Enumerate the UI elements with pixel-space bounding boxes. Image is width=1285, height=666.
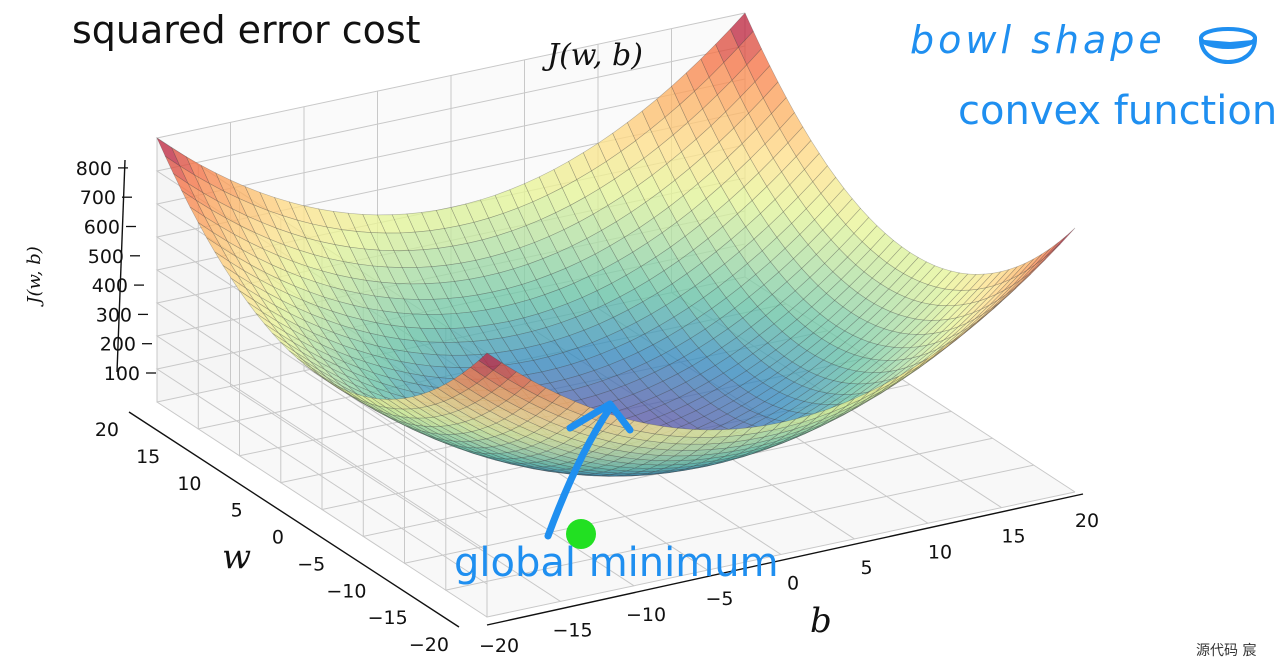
w-tick-label: −5: [297, 553, 325, 575]
b-tick-label: 0: [787, 573, 799, 595]
b-tick-label: −10: [626, 604, 666, 626]
w-tick-label: −20: [409, 634, 449, 656]
surface-cell: [820, 176, 845, 205]
surface-cell: [903, 257, 927, 279]
b-axis-line: [486, 493, 1084, 626]
surface-cell: [1035, 242, 1059, 265]
axes: [116, 159, 1084, 628]
surface-cell: [845, 207, 870, 234]
z-tick-label: 400: [92, 275, 128, 297]
surface-cell: [787, 126, 812, 157]
w-tick-label: 10: [177, 473, 201, 495]
b-tick-label: −15: [552, 619, 592, 641]
surface-cell: [804, 152, 828, 183]
surface-cell: [935, 270, 961, 290]
b-tick-label: −5: [705, 588, 733, 610]
w-tick-label: −15: [368, 607, 408, 629]
surface-cell: [754, 65, 779, 99]
surface-cell: [837, 198, 861, 225]
watermark: 源代码 宸: [1196, 643, 1257, 659]
surface-cell: [886, 246, 911, 269]
surface-cell: [994, 266, 1018, 286]
z-tick-label: 500: [88, 246, 124, 268]
surface-cell: [952, 273, 977, 291]
arrow-icon: [544, 400, 634, 540]
surface-cell: [861, 225, 886, 250]
surface-cell: [828, 187, 853, 216]
z-axis-label: J(w, b): [24, 246, 45, 308]
surface-cell: [927, 268, 952, 288]
w-axis-label: w: [222, 537, 251, 577]
surface-cell: [1018, 253, 1043, 276]
surface-mesh: [156, 12, 1076, 477]
surface-cell: [729, 12, 754, 48]
surface-cell: [911, 261, 936, 282]
surface-cell: [968, 272, 994, 291]
z-axis-line: [116, 159, 126, 373]
surface-cell: [771, 97, 795, 130]
b-tick-label: 15: [1001, 526, 1025, 548]
tick-labels: 100200300400500600700800−20−15−10−505101…: [76, 158, 1099, 657]
surface-cell: [944, 272, 969, 291]
surface-cell: [870, 232, 894, 257]
w-tick-label: −10: [326, 580, 366, 602]
w-tick-label: 20: [95, 419, 119, 441]
surface-cell: [1002, 262, 1026, 283]
surface-cell: [985, 268, 1010, 289]
z-tick-label: 200: [100, 334, 136, 356]
bowl-icon: [1198, 27, 1258, 64]
surface-cell: [738, 30, 762, 66]
surface-cell: [919, 265, 944, 286]
surface-cell: [853, 216, 878, 243]
surface-cell: [878, 239, 903, 264]
z-tick-label: 300: [96, 304, 132, 326]
b-tick-label: 20: [1075, 510, 1099, 532]
b-tick-label: 5: [860, 557, 872, 579]
global-minimum-marker: [566, 519, 596, 549]
w-tick-label: 5: [231, 500, 243, 522]
surface-cell: [976, 271, 1002, 290]
z-tick-label: 700: [80, 187, 116, 209]
slide-title: squared error cost: [72, 8, 421, 52]
surface-cell: [1051, 227, 1076, 252]
z-tick-label: 100: [104, 363, 140, 385]
surface-cell: [1043, 235, 1068, 259]
w-axis-line: [128, 411, 460, 628]
z-tick-label: 800: [76, 158, 112, 180]
b-tick-label: 10: [928, 541, 952, 563]
surface-cell: [762, 81, 787, 115]
surface-cell: [812, 165, 837, 194]
surface-cell: [1027, 248, 1051, 271]
b-axis-label: b: [810, 601, 832, 641]
bowl-shape-note: bowl shape: [910, 18, 1166, 62]
surface-cell: [795, 140, 820, 170]
w-tick-label: 15: [136, 446, 160, 468]
surface-cell: [960, 273, 986, 291]
w-tick-label: 0: [272, 527, 284, 549]
surface-cell: [779, 112, 804, 144]
z-tick-label: 600: [84, 217, 120, 239]
surface-cell: [746, 48, 771, 83]
convex-function-note: convex function: [958, 88, 1278, 134]
surface-cell: [894, 252, 919, 274]
global-minimum-note: global minimum: [454, 540, 779, 586]
chart-title: J(w, b): [541, 38, 643, 73]
b-tick-label: −20: [479, 635, 519, 657]
